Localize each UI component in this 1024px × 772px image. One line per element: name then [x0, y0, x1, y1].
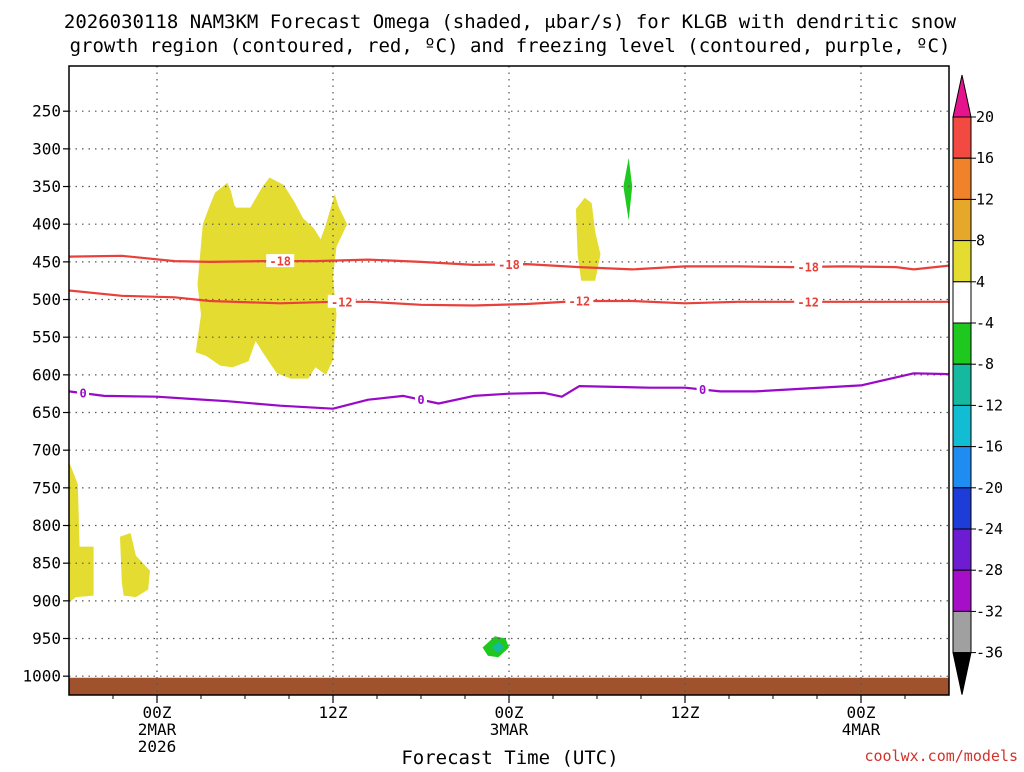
- y-tick-label-1000: 1000: [22, 667, 61, 686]
- contour-label-dgz-minus18c-2: -18: [797, 260, 819, 274]
- contour-label-freezing-level-0c-2: 0: [699, 383, 706, 397]
- contour-label-bg: [794, 294, 823, 308]
- omega-region-upper-descent-minus4to8: [623, 157, 633, 221]
- y-tick-label-750: 750: [32, 478, 61, 497]
- colorbar-label-3: 8: [976, 232, 985, 250]
- y-tick-label-900: 900: [32, 591, 61, 610]
- y-tick-label-500: 500: [32, 290, 61, 309]
- y-tick-label-350: 350: [32, 177, 61, 196]
- y-tick-label-250: 250: [32, 102, 61, 121]
- omega-region-surface-ground-band: [69, 677, 949, 695]
- x-tick-label-20-0: 00Z: [495, 703, 524, 722]
- colorbar-bin-4: [952, 240, 972, 283]
- contour-label-dgz-minus18c-1: -18: [498, 258, 520, 272]
- contour-layer: [69, 254, 949, 410]
- contour-dgz-minus12c: [69, 289, 949, 307]
- colorbar-label-9: -20: [976, 479, 1003, 497]
- colorbar-bin-1: [952, 116, 972, 159]
- colorbar-label-10: -24: [976, 520, 1003, 538]
- colorbar-bin-10: [952, 487, 972, 530]
- y-tick-label-650: 650: [32, 403, 61, 422]
- colorbar-label-8: -16: [976, 438, 1003, 456]
- omega-region-low-ascent-left-4to8: [69, 461, 94, 603]
- contour-freezing-level-0c: [69, 372, 949, 410]
- colorbar-label-5: -4: [976, 314, 994, 332]
- contour-label-bg: [565, 294, 594, 308]
- x-axis-title: Forecast Time (UTC): [401, 747, 618, 768]
- contour-label-freezing-level-0c-0: 0: [79, 387, 86, 401]
- colorbar-bin-11: [952, 528, 972, 571]
- contour-label-bg: [327, 294, 356, 308]
- x-tick-label-40-1: 4MAR: [842, 720, 881, 739]
- colorbar-bin-9: [952, 446, 972, 489]
- contour-label-freezing-level-0c-1: 0: [417, 393, 424, 407]
- omega-region-upper-ascent-4to8: [195, 177, 348, 379]
- x-tick-label-0-2: 2026: [138, 737, 177, 756]
- grid-layer: [69, 66, 949, 695]
- omega-shading-layer: [69, 157, 949, 695]
- colorbar-bin-6: [952, 322, 972, 365]
- omega-region-lowlevel-descent-minus8to12: [491, 641, 504, 653]
- chart-title-line-1: 2026030118 NAM3KM Forecast Omega (shaded…: [64, 11, 957, 33]
- contour-label-dgz-minus12c-0: -12: [331, 295, 353, 309]
- contour-label-bg: [415, 392, 427, 406]
- colorbar-label-13: -36: [976, 644, 1003, 662]
- colorbar-label-7: -12: [976, 396, 1003, 414]
- y-tick-label-850: 850: [32, 554, 61, 573]
- x-tick-label-10-0: 12Z: [319, 703, 348, 722]
- contour-label-dgz-minus18c-0: -18: [269, 255, 291, 269]
- colorbar-bin-7: [952, 363, 972, 406]
- contour-label-dgz-minus12c-1: -12: [569, 295, 591, 309]
- y-tick-label-700: 700: [32, 441, 61, 460]
- y-tick-label-600: 600: [32, 365, 61, 384]
- omega-region-low-ascent-small-4to8: [120, 533, 150, 598]
- colorbar-top-arrow: [952, 74, 972, 118]
- y-tick-label-400: 400: [32, 215, 61, 234]
- colorbar-bin-8: [952, 404, 972, 448]
- source-watermark: coolwx.com/models: [864, 747, 1018, 765]
- y-axis: 250 300 350 400 450 500 550 600 650 700 750 800 850 9…: [22, 102, 69, 686]
- colorbar-bin-2: [952, 157, 972, 200]
- colorbar-label-11: -28: [976, 561, 1003, 579]
- x-tick-label-20-1: 3MAR: [490, 720, 529, 739]
- y-tick-label-450: 450: [32, 252, 61, 271]
- contour-label-bg: [77, 386, 90, 400]
- colorbar-label-4: 4: [976, 273, 985, 291]
- omega-region-mid-ascent-4to8: [575, 197, 601, 281]
- colorbar-bin-5: [952, 281, 972, 324]
- y-tick-label-550: 550: [32, 328, 61, 347]
- contour-label-bg: [495, 257, 523, 271]
- colorbar-bottom-arrow: [952, 652, 972, 695]
- chart-title-line-2: growth region (contoured, red, ºC) and f…: [70, 35, 951, 57]
- x-tick-label-0-0: 00Z: [143, 703, 172, 722]
- colorbar-label-12: -32: [976, 602, 1003, 620]
- contour-label-bg: [266, 254, 295, 268]
- y-tick-label-950: 950: [32, 629, 61, 648]
- contour-dgz-minus18c: [69, 254, 949, 271]
- contour-label-bg: [696, 382, 709, 396]
- contour-label-layer: -18 -18 -18 -12 -12 -12 0 0 0: [77, 254, 823, 407]
- contour-label-dgz-minus12c-2: -12: [797, 295, 819, 309]
- contour-label-bg: [794, 259, 823, 273]
- colorbar-label-6: -8: [976, 355, 994, 373]
- colorbar-bin-13: [952, 610, 972, 654]
- omega-colorbar: 20 16 12 8 4 -4 -8 -12 -16 -20 -24 -28 -32 -36: [952, 74, 1003, 695]
- colorbar-bin-12: [952, 569, 972, 612]
- x-tick-label-30-0: 12Z: [671, 703, 700, 722]
- x-tick-label-40-0: 00Z: [847, 703, 876, 722]
- colorbar-label-1: 16: [976, 149, 994, 167]
- y-tick-label-800: 800: [32, 516, 61, 535]
- colorbar-label-0: 20: [976, 108, 994, 126]
- colorbar-label-2: 12: [976, 190, 994, 208]
- x-tick-label-0-1: 2MAR: [138, 720, 177, 739]
- y-tick-label-300: 300: [32, 139, 61, 158]
- colorbar-bin-3: [952, 198, 972, 242]
